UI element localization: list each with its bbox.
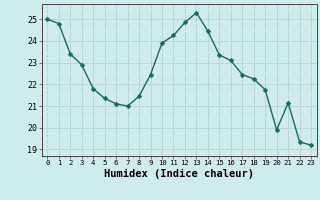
X-axis label: Humidex (Indice chaleur): Humidex (Indice chaleur) [104,169,254,179]
